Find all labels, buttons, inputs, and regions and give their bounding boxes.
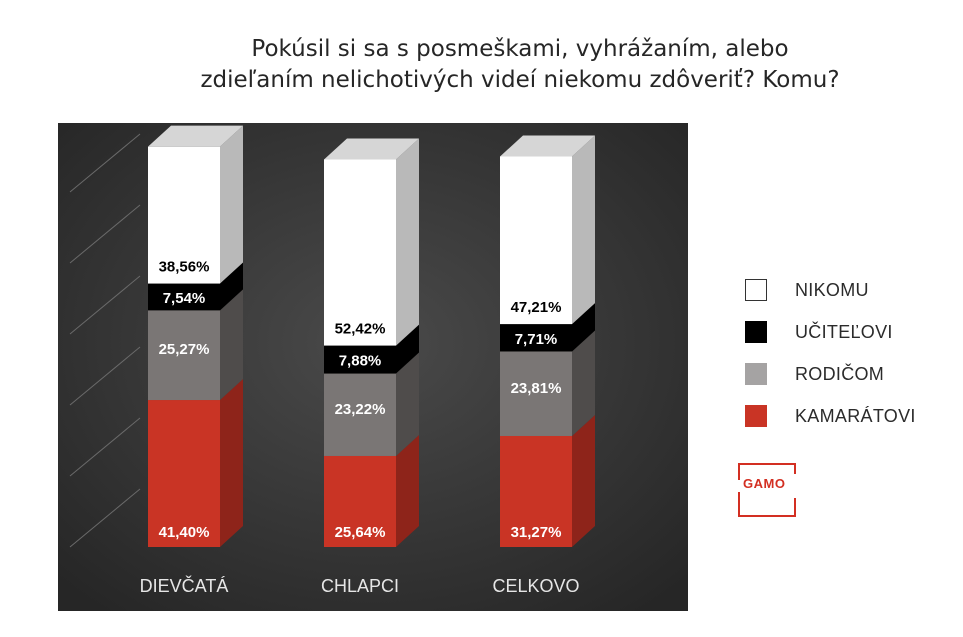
bar-segment (324, 373, 396, 456)
bar-top (148, 125, 243, 147)
gridline (69, 346, 141, 406)
gamo-logo: GAMO (737, 462, 797, 518)
data-label: 31,27% (511, 524, 562, 541)
legend-swatch-rodicom (745, 363, 767, 385)
bar-side (572, 330, 595, 436)
gridline (69, 417, 141, 477)
legend-label-rodicom: RODIČOM (795, 363, 885, 384)
bar-segment (148, 400, 220, 547)
data-label: 47,21% (511, 299, 562, 316)
legend-item-ucitelovi: UČITEĽOVI (745, 311, 916, 353)
category-label: CELKOVO (492, 576, 579, 596)
legend-label-ucitelovi: UČITEĽOVI (795, 321, 893, 342)
bar-segment (324, 345, 396, 374)
data-label: 41,40% (159, 524, 210, 541)
data-label: 38,56% (159, 259, 210, 276)
gamo-logo-frame (738, 463, 796, 517)
category-label: DIEVČATÁ (140, 575, 229, 596)
chart-title-line-2: zdieľaním nelichotivých videí niekomu zd… (200, 67, 840, 93)
bar-segment (324, 455, 396, 547)
bar-segment (148, 146, 220, 284)
bar-segment (500, 156, 572, 325)
bar-top (500, 135, 595, 157)
data-label: 23,81% (511, 380, 562, 397)
bar-side (572, 414, 595, 547)
gridline (69, 488, 141, 548)
legend-item-nikomu: NIKOMU (745, 269, 916, 311)
bar-side (396, 138, 419, 346)
bar-segment (500, 351, 572, 436)
chart-title-line-1: Pokúsil si sa s posmeškami, vyhrážaním, … (251, 36, 789, 62)
bar-side (396, 434, 419, 547)
legend-item-rodicom: RODIČOM (745, 353, 916, 395)
bar-side (396, 352, 419, 456)
bar-side (396, 324, 419, 374)
gridline (69, 204, 141, 264)
legend-label-nikomu: NIKOMU (795, 279, 869, 300)
bar-side (220, 379, 243, 547)
legend-swatch-ucitelovi (745, 321, 767, 343)
bar-segment (500, 324, 572, 352)
bar-segment (324, 159, 396, 346)
chart-title: Pokúsil si sa s posmeškami, vyhrážaním, … (140, 34, 900, 96)
data-label: 7,71% (515, 331, 558, 348)
bar-side (220, 289, 243, 401)
legend-item-kamaratovi: KAMARÁTOVI (745, 395, 916, 437)
category-label: CHLAPCI (321, 576, 399, 596)
bar-segment (500, 435, 572, 547)
gridline (69, 275, 141, 335)
bar-segment (148, 310, 220, 401)
data-label: 7,54% (163, 290, 206, 307)
data-label: 25,27% (159, 341, 210, 358)
data-label: 23,22% (335, 401, 386, 418)
gridline (69, 133, 141, 193)
chart-legend: NIKOMU UČITEĽOVI RODIČOM KAMARÁTOVI (745, 269, 916, 437)
data-label: 25,64% (335, 524, 386, 541)
bar-side (572, 135, 595, 325)
data-label: 52,42% (335, 321, 386, 338)
legend-swatch-nikomu (745, 279, 767, 301)
bar-side (572, 303, 595, 352)
legend-swatch-kamaratovi (745, 405, 767, 427)
legend-label-kamaratovi: KAMARÁTOVI (795, 405, 916, 426)
bar-top (324, 138, 419, 160)
bar-side (220, 262, 243, 311)
gamo-logo-text: GAMO (743, 476, 786, 491)
bar-side (220, 125, 243, 284)
data-label: 7,88% (339, 353, 382, 370)
bar-segment (148, 283, 220, 311)
